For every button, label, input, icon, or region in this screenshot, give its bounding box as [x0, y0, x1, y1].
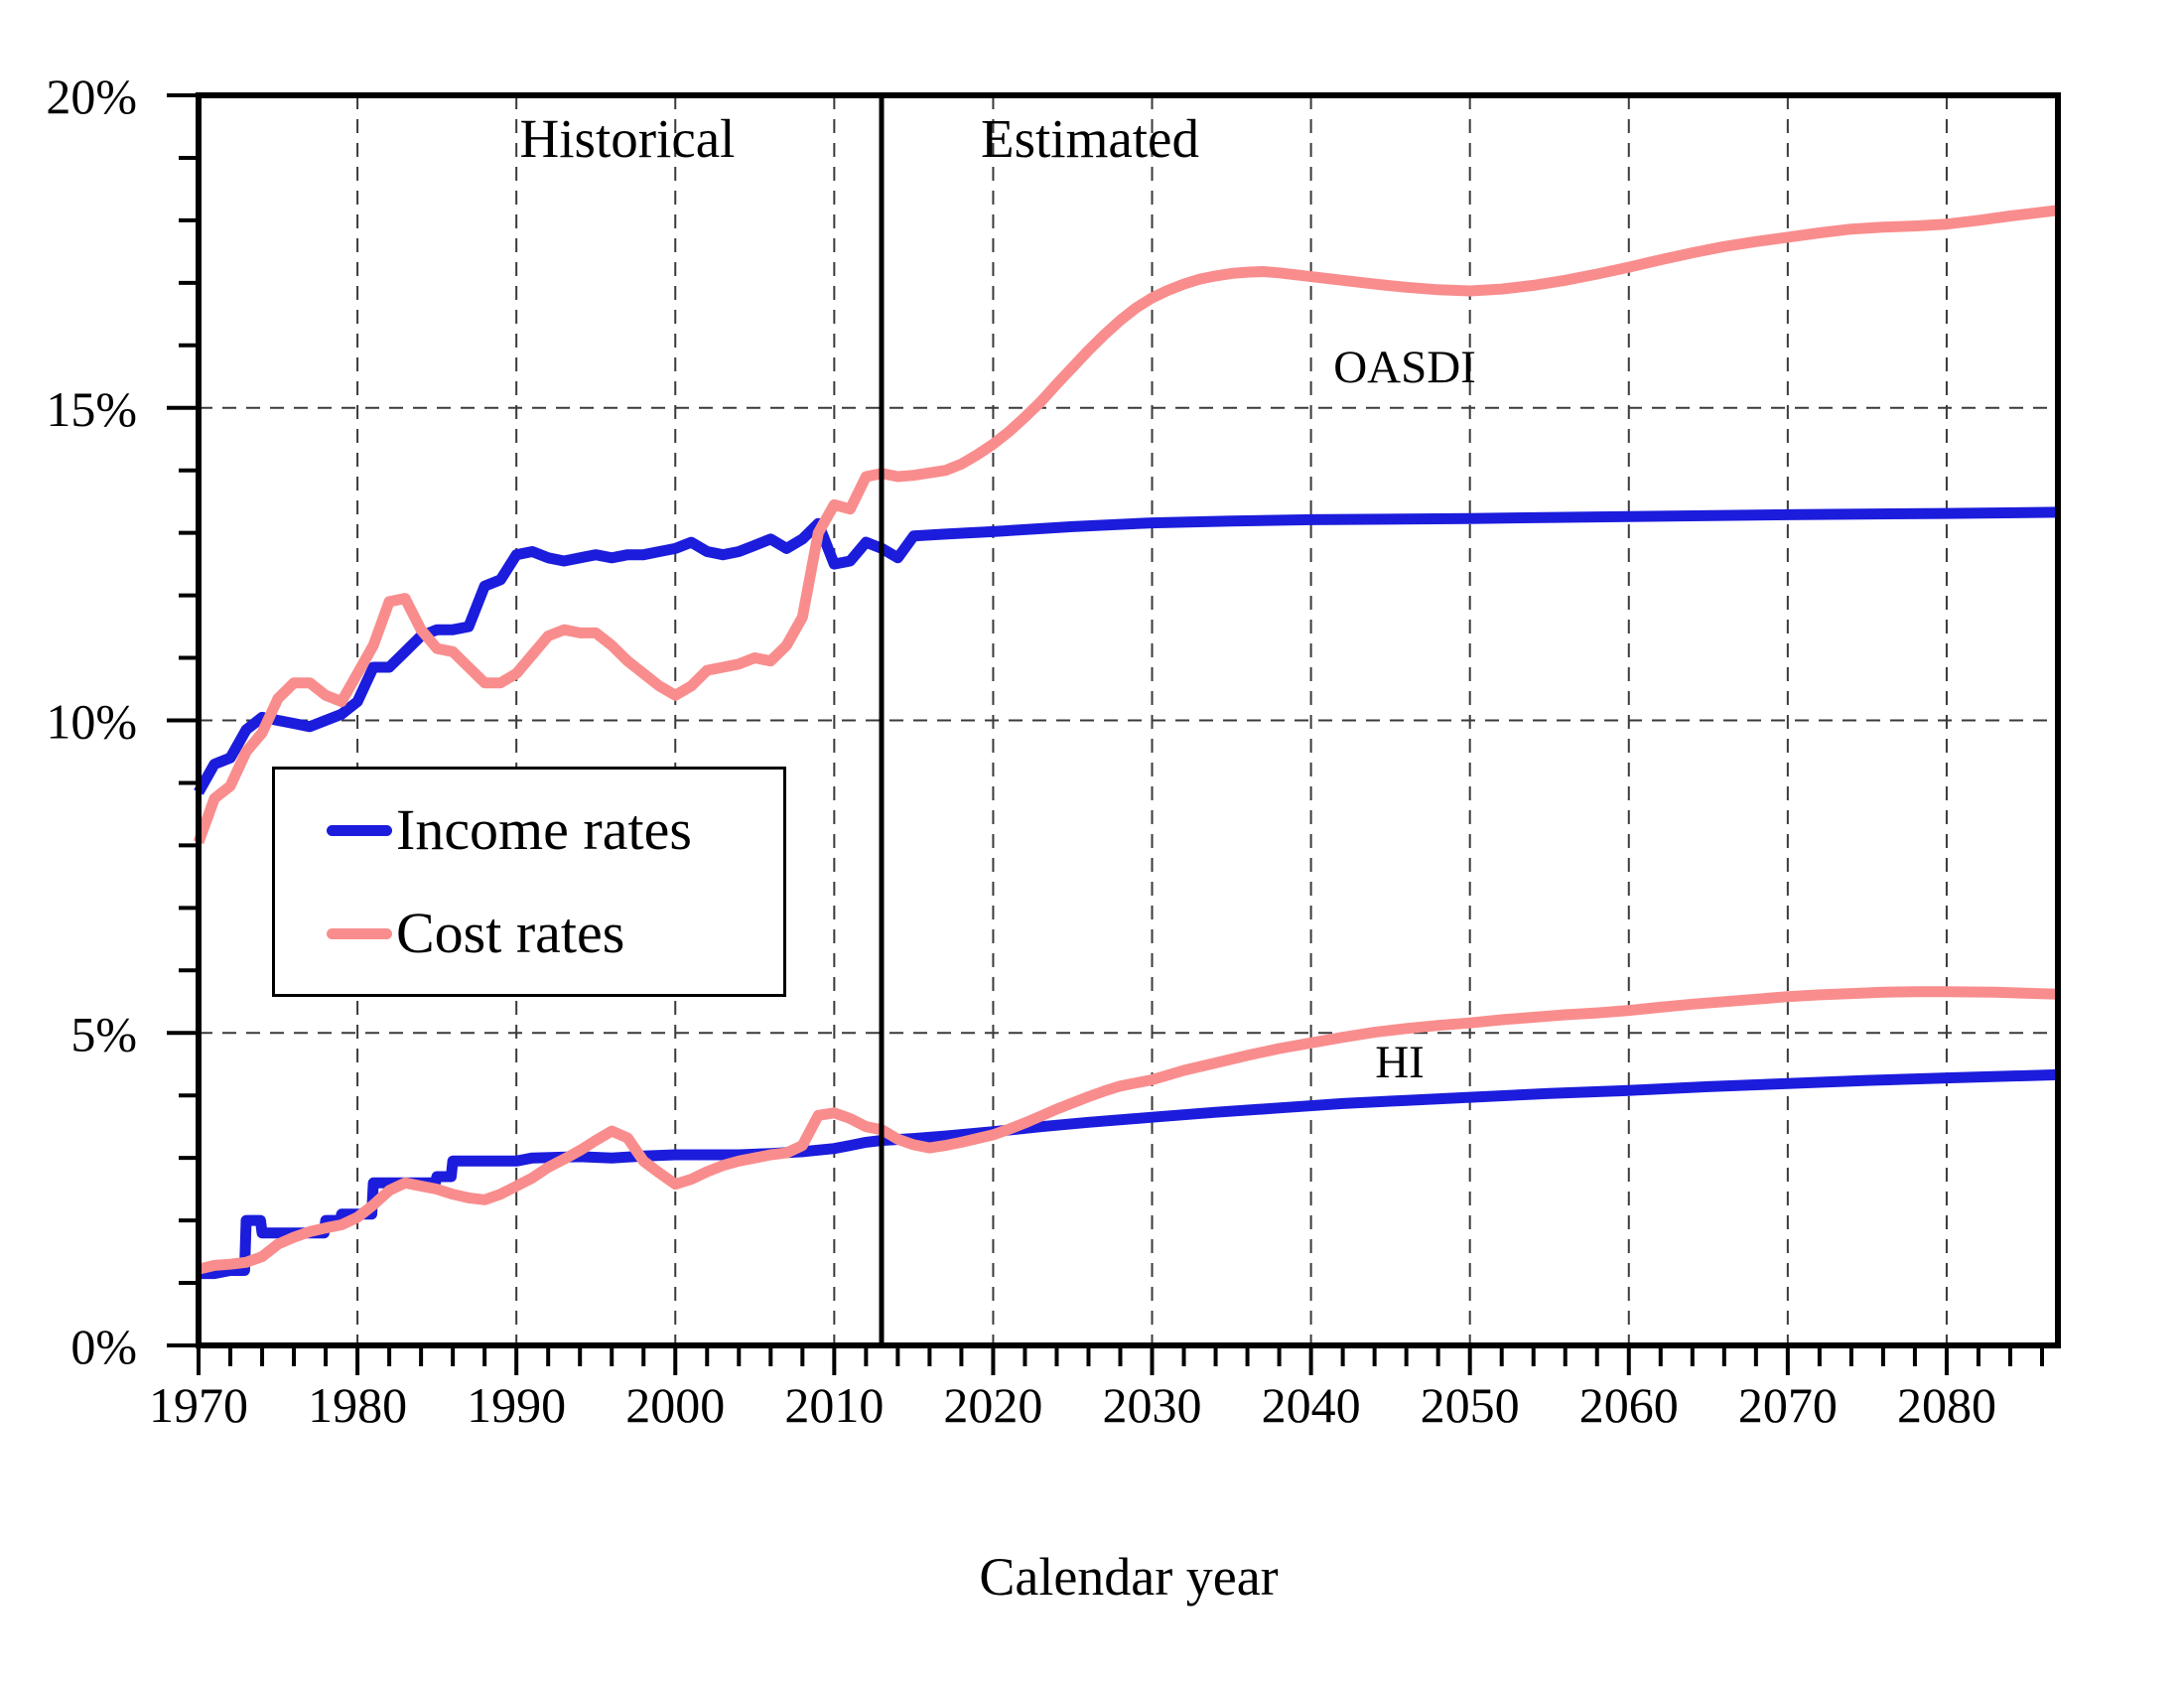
legend-label-cost: Cost rates [396, 901, 625, 965]
data-series [193, 205, 2059, 1280]
series-line-hi-cost-rate [197, 986, 2059, 1275]
y-tick-label-0%: 0% [70, 1319, 137, 1374]
income-line-swatch [327, 824, 392, 836]
estimated-zone-label: Estimated [981, 108, 1199, 169]
x-tick-label-2020: 2020 [943, 1377, 1042, 1433]
plot-border [196, 92, 2061, 1348]
historical-zone-label: Historical [520, 108, 736, 169]
x-axis-title: Calendar year [979, 1547, 1278, 1607]
x-tick-label-2050: 2050 [1421, 1377, 1520, 1433]
legend-box: Income rates Cost rates [272, 767, 786, 997]
x-tick-label-2070: 2070 [1738, 1377, 1838, 1433]
x-tick-label-1980: 1980 [308, 1377, 407, 1433]
series-line-oasdi-cost-rate [193, 205, 2059, 845]
legend-label-income: Income rates [396, 797, 692, 862]
legend-item-income: Income rates [327, 801, 783, 859]
x-tick-labels: 1970 1980 1990 2000 2010 2020 2030 2040 2050 2060… [149, 1377, 1996, 1433]
cost-line-swatch [327, 927, 392, 939]
gridlines [199, 95, 2058, 1345]
y-tick-labels: 0% 5% 10% 15% 20% [46, 69, 137, 1374]
y-tick-label-5%: 5% [70, 1006, 137, 1061]
x-tick-label-2040: 2040 [1262, 1377, 1361, 1433]
x-tick-label-2030: 2030 [1103, 1377, 1202, 1433]
y-tick-label-15%: 15% [46, 381, 137, 437]
legend-item-cost: Cost rates [327, 905, 783, 962]
oasdi-series-label: OASDI [1333, 342, 1476, 393]
x-tick-label-1990: 1990 [467, 1377, 566, 1433]
x-tick-label-2010: 2010 [784, 1377, 884, 1433]
axis-ticks [167, 93, 2044, 1375]
y-tick-label-20%: 20% [46, 69, 137, 124]
x-tick-label-2080: 2080 [1897, 1377, 1996, 1433]
x-tick-label-2000: 2000 [625, 1377, 725, 1433]
series-line-hi-income-rate [199, 1068, 2059, 1280]
x-tick-label-1970: 1970 [149, 1377, 248, 1433]
series-line-oasdi-income-rate [194, 506, 2059, 795]
x-tick-label-2060: 2060 [1579, 1377, 1679, 1433]
y-tick-label-10%: 10% [46, 694, 137, 750]
hi-series-label: HI [1375, 1037, 1425, 1088]
